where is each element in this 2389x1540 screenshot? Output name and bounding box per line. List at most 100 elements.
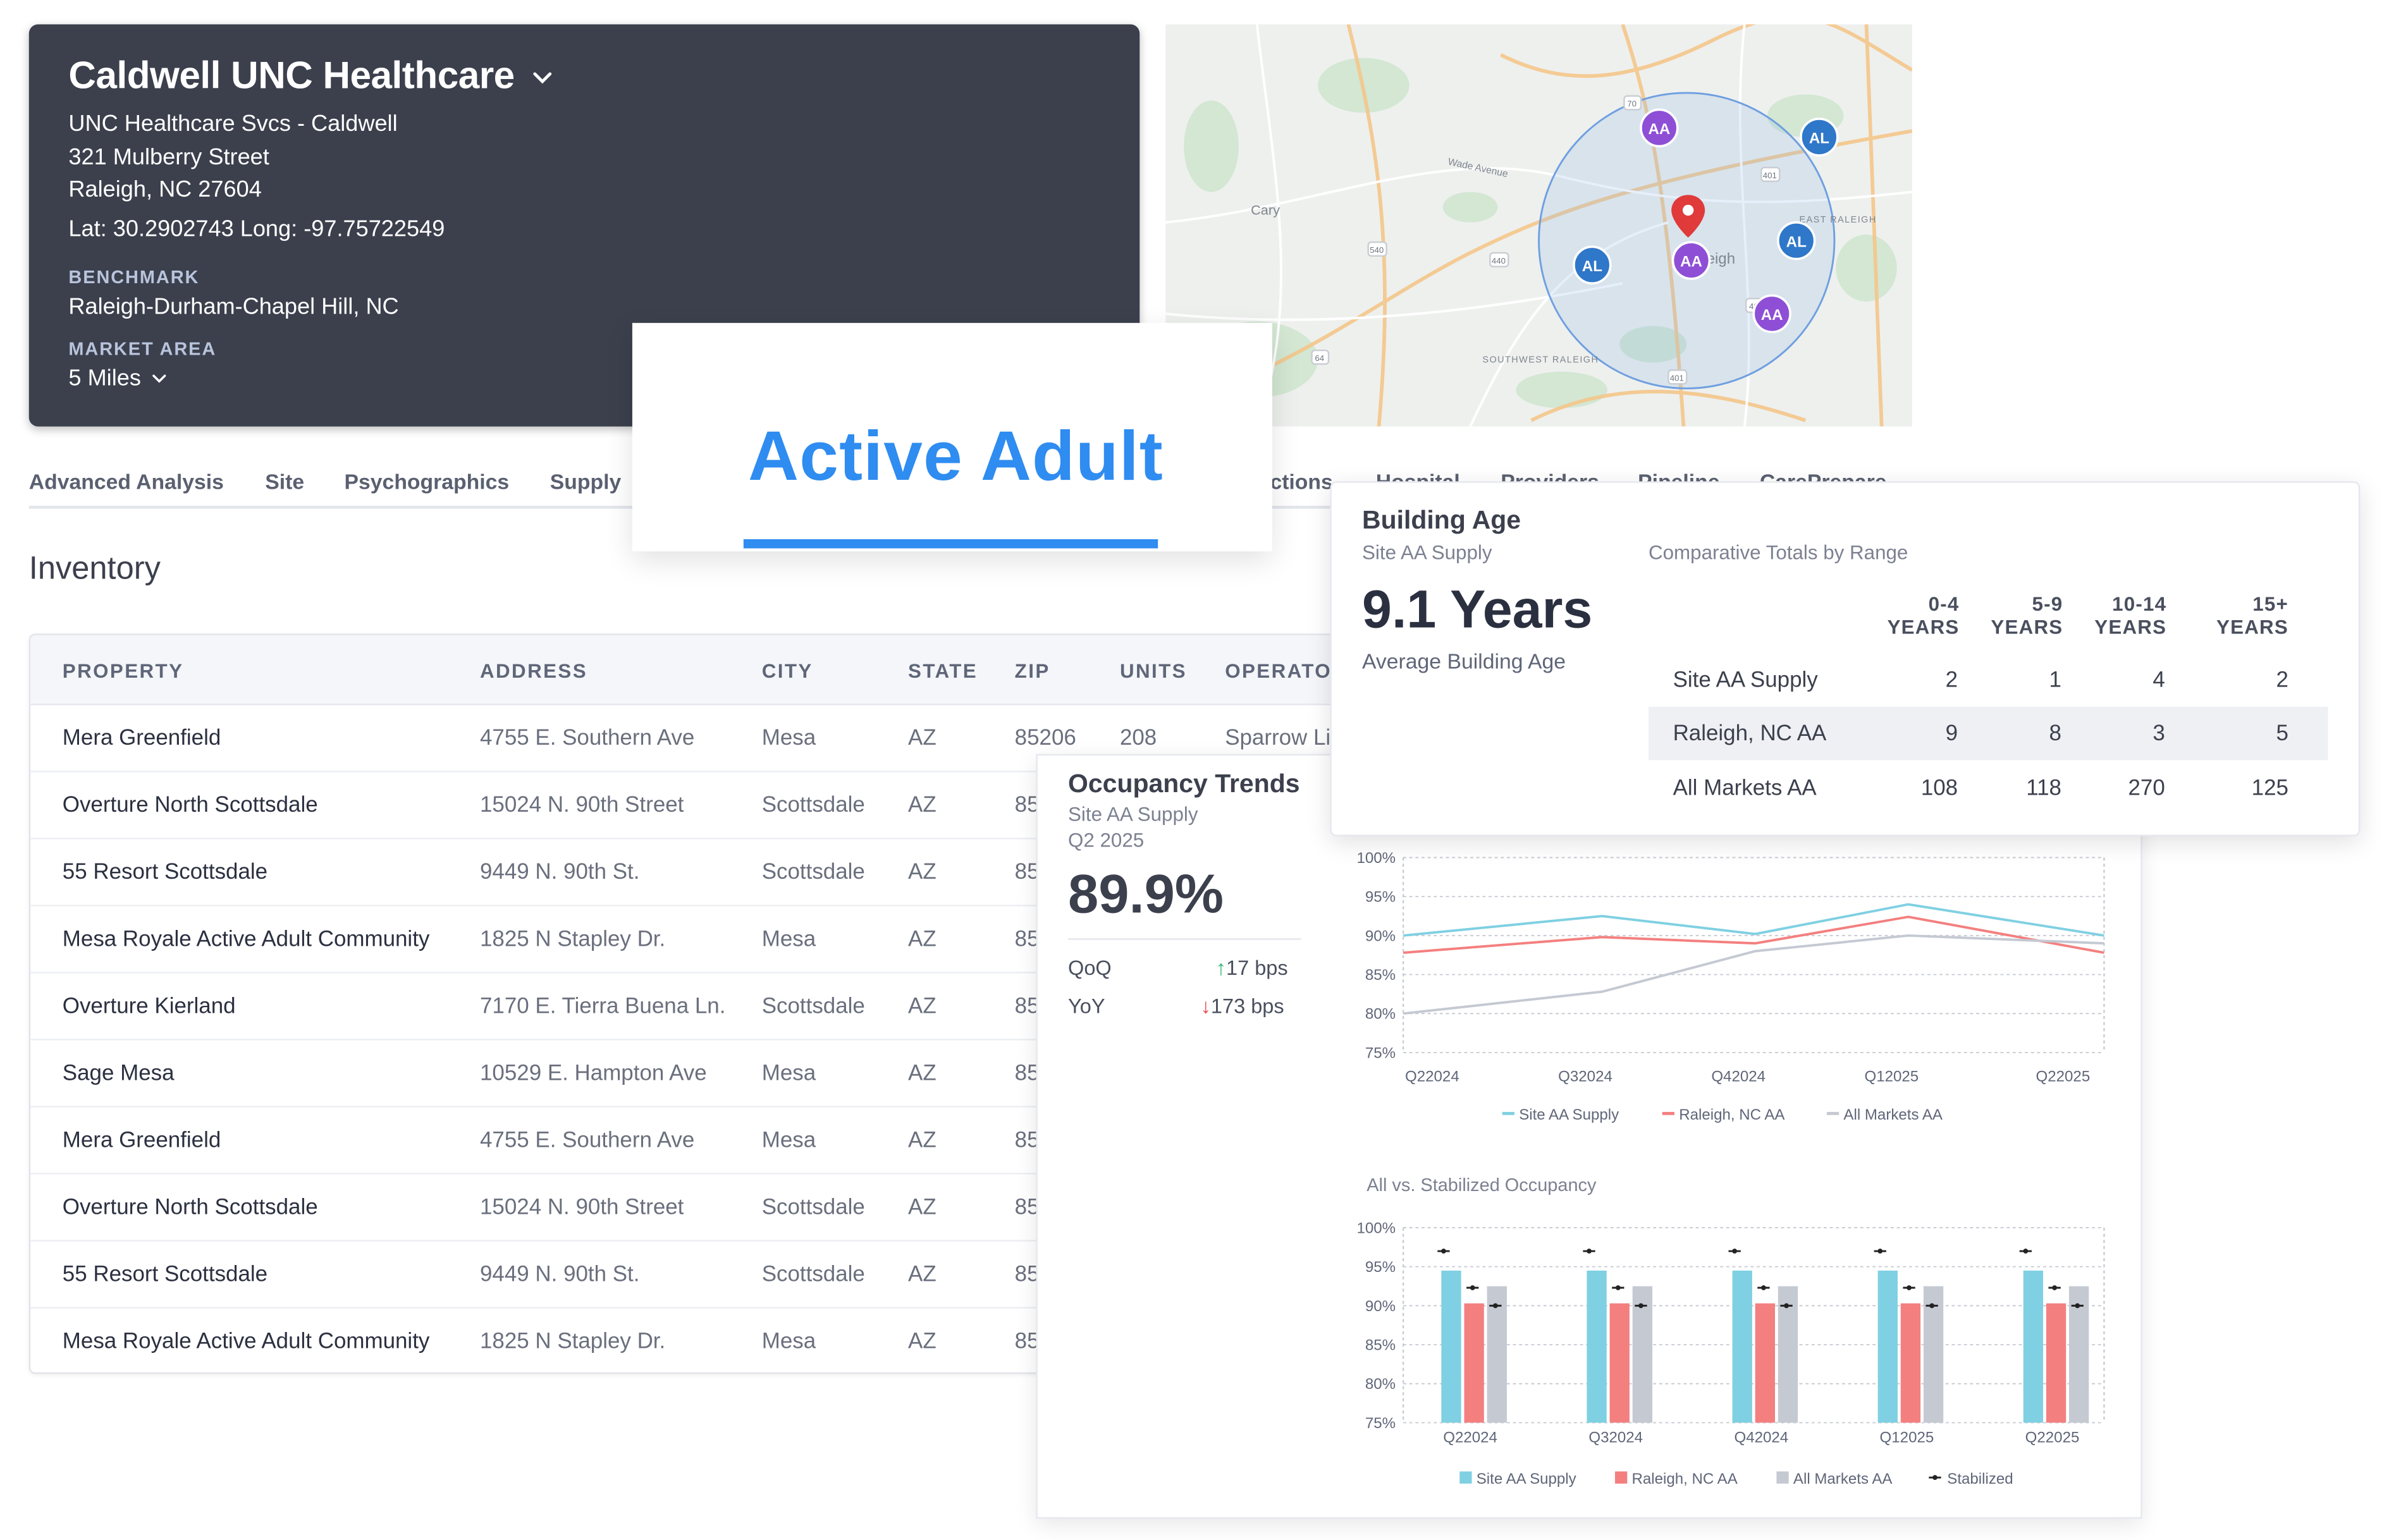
column-header[interactable]: PROPERTY	[62, 659, 184, 683]
range-value: 8	[2049, 722, 2061, 747]
x-tick-label: Q12025	[1880, 1429, 1934, 1446]
map-label: EAST RALEIGH	[1800, 215, 1877, 225]
range-value: 270	[2128, 776, 2165, 802]
qoq-change: ↑17 bps	[1216, 956, 1288, 979]
range-value: 2	[1945, 668, 1958, 694]
location-title[interactable]: Caldwell UNC Healthcare	[68, 55, 554, 99]
range-row-label: All Markets AA	[1673, 776, 1817, 802]
stabilized-bar-chart: 75% 80% 85% 90% 95% 100% Q22024 Q32024 Q42024 Q12…	[1356, 1219, 2105, 1488]
bar	[1732, 1270, 1752, 1423]
table-cell: 85	[1014, 1061, 1040, 1086]
table-cell: Mesa Royale Active Adult Community	[62, 927, 430, 952]
bar-chart-title: All vs. Stabilized Occupancy	[1366, 1174, 1597, 1196]
stabilized-dot	[1761, 1285, 1766, 1290]
facility-name: UNC Healthcare Svcs - Caldwell	[68, 111, 398, 137]
x-tick-label: Q42024	[1711, 1068, 1766, 1085]
table-row[interactable]: Overture Kierland 7170 E. Tierra Buena Ln…	[30, 974, 1368, 1041]
tab-psychographics[interactable]: Psychographics	[344, 469, 510, 494]
table-cell: 85	[1014, 1128, 1040, 1153]
table-row[interactable]: Mesa Royale Active Adult Community 1825 N…	[30, 907, 1368, 974]
table-cell: Sage Mesa	[62, 1061, 175, 1086]
stabilized-dot	[2075, 1303, 2080, 1309]
chevron-down-icon[interactable]	[530, 64, 555, 89]
arrow-up-icon: ↑	[1215, 956, 1226, 980]
table-row[interactable]: Overture North Scottsdale 15024 N. 90th S…	[30, 773, 1368, 840]
bar	[1877, 1270, 1898, 1423]
market-area-value: 5 Miles	[68, 365, 141, 392]
occupancy-title: Occupancy Trends	[1068, 769, 1300, 798]
table-cell: 85	[1014, 994, 1040, 1019]
range-value: 1	[2049, 668, 2061, 694]
range-header: 5-9 YEARS	[1991, 592, 2063, 639]
tab-supply[interactable]: Supply	[550, 469, 622, 494]
table-cell: Mesa Royale Active Adult Community	[62, 1329, 430, 1354]
range-value: 5	[2276, 722, 2288, 747]
table-cell: 1825 N Stapley Dr.	[479, 1329, 666, 1354]
table-cell: 85	[1014, 1329, 1040, 1354]
table-row[interactable]: Overture North Scottsdale 15024 N. 90th S…	[30, 1175, 1368, 1242]
map-label: Cary	[1251, 202, 1280, 218]
table-cell: 85	[1014, 793, 1040, 818]
location-header-card: Caldwell UNC Healthcare UNC Healthcare S…	[28, 24, 1140, 427]
column-header[interactable]: UNITS	[1119, 659, 1187, 683]
active-adult-tab-highlight[interactable]: Active Adult	[632, 322, 1272, 552]
yoy-change: ↓173 bps	[1201, 994, 1284, 1017]
series-line	[1403, 915, 2104, 954]
table-cell: 208	[1119, 726, 1157, 751]
bar	[1587, 1270, 1607, 1423]
table-cell: Mesa	[761, 927, 816, 952]
table-cell: 9449 N. 90th St.	[479, 1262, 640, 1287]
y-tick-label: 95%	[1365, 889, 1396, 906]
table-cell: AZ	[908, 994, 937, 1019]
column-header[interactable]: OPERATOR	[1225, 659, 1348, 683]
legend-label: All Markets AA	[1793, 1470, 1893, 1488]
comparative-label: Comparative Totals by Range	[1649, 541, 1908, 564]
benchmark-value: Raleigh-Durham-Chapel Hill, NC	[68, 294, 399, 320]
y-tick-label: 100%	[1356, 1219, 1396, 1237]
y-tick-label: 85%	[1365, 1336, 1396, 1354]
bar	[2046, 1303, 2067, 1423]
occupancy-value: 89.9%	[1068, 862, 1224, 925]
table-row[interactable]: Mera Greenfield 4755 E. Southern Ave Mesa A…	[30, 706, 1368, 773]
y-tick-label: 90%	[1365, 927, 1396, 944]
tab-site[interactable]: Site	[265, 469, 305, 494]
road-shield: 401	[1670, 373, 1684, 382]
legend-swatch	[1615, 1471, 1628, 1484]
column-header[interactable]: ADDRESS	[479, 659, 588, 683]
table-cell: 4755 E. Southern Ave	[479, 726, 695, 751]
y-tick-label: 75%	[1365, 1044, 1396, 1061]
table-cell: Scottsdale	[761, 994, 865, 1019]
tab-active-adult[interactable]: Active Adult	[748, 415, 1164, 496]
table-row[interactable]: 55 Resort Scottsdale 9449 N. 90th St. Scot…	[30, 840, 1368, 907]
range-value: 3	[2153, 722, 2165, 747]
occupancy-trends-panel: Occupancy Trends Site AA Supply Q2 2025 …	[1036, 754, 2142, 1519]
occupancy-period: Q2 2025	[1068, 828, 1145, 852]
table-row[interactable]: Mesa Royale Active Adult Community 1825 N…	[30, 1309, 1368, 1372]
column-header[interactable]: STATE	[908, 659, 978, 683]
market-area-select[interactable]: 5 Miles	[68, 365, 166, 391]
map-marker-aa: AA	[1640, 108, 1679, 148]
stabilized-dot	[1441, 1249, 1446, 1254]
table-cell: Scottsdale	[761, 1262, 865, 1287]
svg-text:AL: AL	[1582, 258, 1602, 275]
legend-label: All Markets AA	[1843, 1106, 1943, 1123]
yoy-value: 173 bps	[1210, 994, 1284, 1018]
table-row[interactable]: Sage Mesa 10529 E. Hampton Ave Mesa AZ 85	[30, 1041, 1368, 1108]
range-value: 4	[2153, 668, 2165, 694]
legend-label: Site AA Supply	[1477, 1470, 1576, 1488]
table-cell: Scottsdale	[761, 793, 865, 818]
map-label: SOUTHWEST RALEIGH	[1482, 355, 1599, 365]
tab-advanced-analysis[interactable]: Advanced Analysis	[28, 469, 224, 494]
table-row[interactable]: Mera Greenfield 4755 E. Southern Ave Mesa A…	[30, 1108, 1368, 1175]
legend-label: Raleigh, NC AA	[1679, 1106, 1785, 1123]
market-map[interactable]: Cary Wade Avenue EAST RALEIGH SOUTHWEST …	[1165, 24, 1912, 427]
table-cell: Overture North Scottsdale	[62, 793, 318, 818]
legend-label: Stabilized	[1947, 1470, 2013, 1488]
bar	[1923, 1286, 1944, 1423]
column-header[interactable]: ZIP	[1014, 659, 1050, 683]
table-row[interactable]: 55 Resort Scottsdale 9449 N. 90th St. Scot…	[30, 1242, 1368, 1309]
column-header[interactable]: CITY	[761, 659, 813, 683]
x-tick-label: Q42024	[1734, 1429, 1788, 1446]
stabilized-dot	[1907, 1285, 1912, 1290]
coordinates: Lat: 30.2902743 Long: -97.75722549	[68, 216, 445, 243]
